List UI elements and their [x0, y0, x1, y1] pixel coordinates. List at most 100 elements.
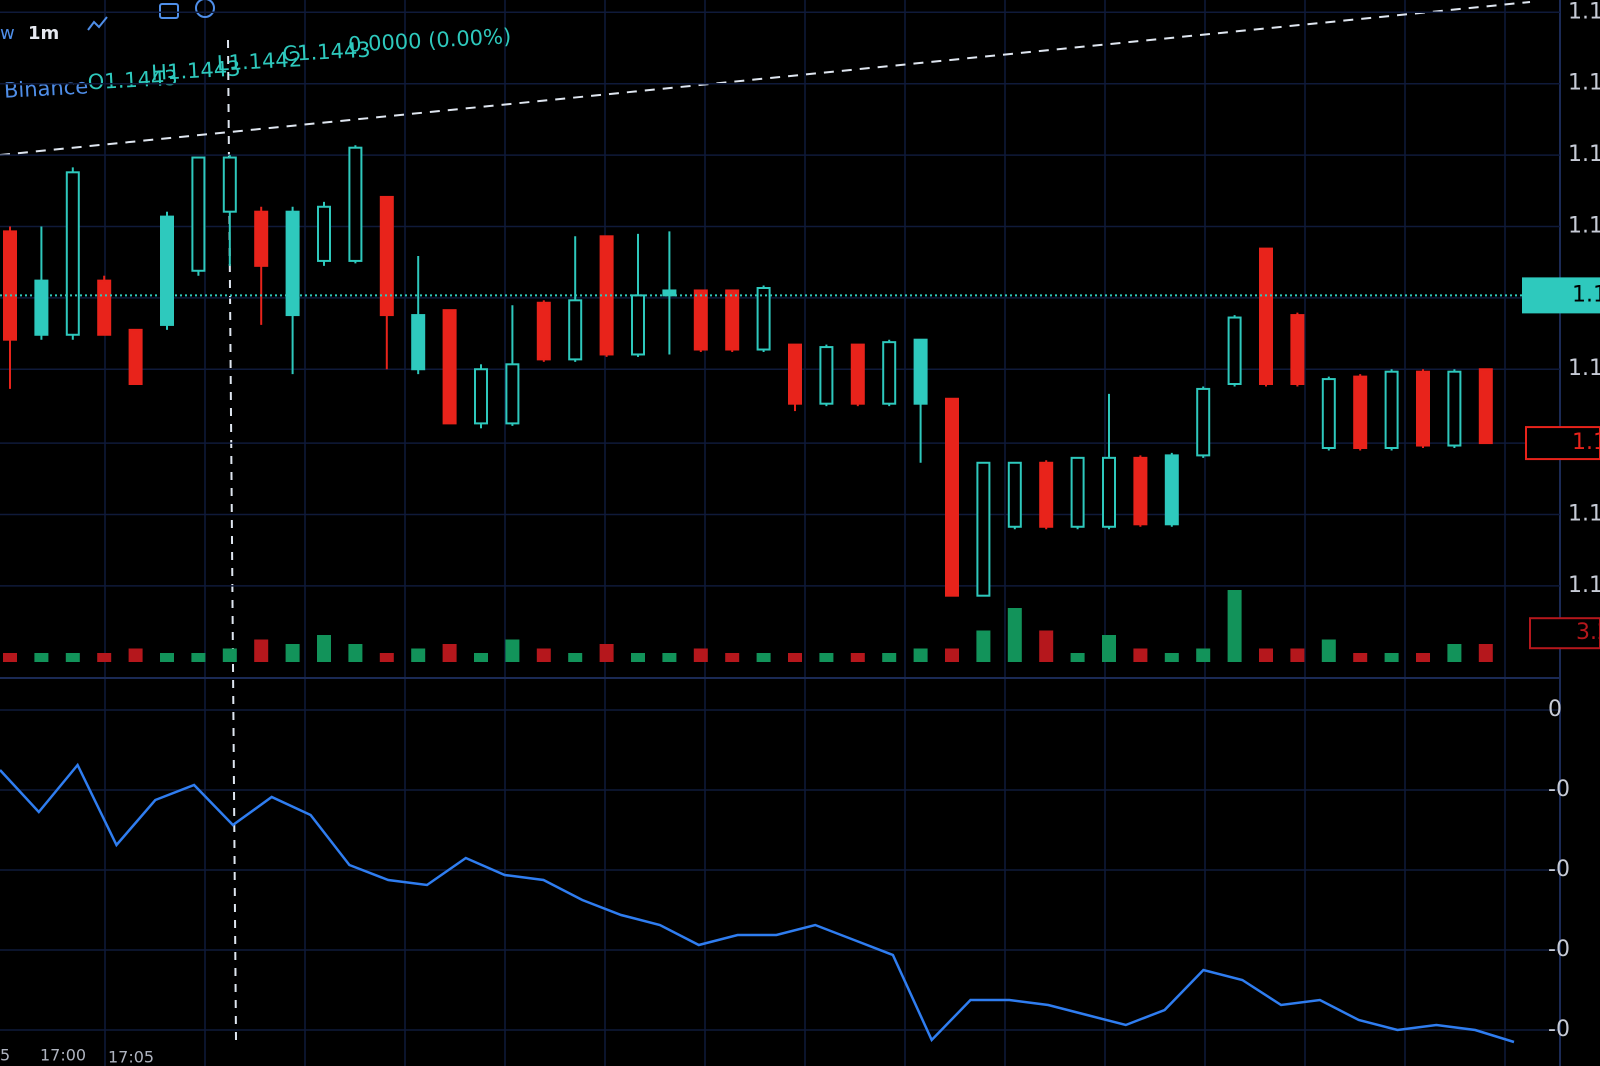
time-axis: 5 17:00 17:05	[0, 1046, 154, 1066]
volume-bar	[191, 653, 206, 662]
candle-body	[191, 156, 206, 272]
volume-bar	[3, 653, 17, 662]
candle-body	[34, 279, 49, 336]
legend-low: L1.1442	[216, 47, 302, 75]
volume-bar	[128, 648, 143, 662]
price-label: 1.1	[1568, 501, 1600, 526]
volume-bar	[536, 648, 551, 662]
volume-bar	[34, 653, 49, 662]
volume-bar	[317, 635, 331, 662]
candle-body	[97, 279, 112, 336]
volume-bar	[913, 648, 928, 662]
candle-body	[788, 343, 802, 405]
volume-bar	[693, 648, 708, 662]
volume-bar	[1353, 653, 1368, 662]
volume-bar	[725, 653, 740, 662]
indicator-label: -0	[1548, 1017, 1570, 1042]
volume-bar	[411, 648, 426, 662]
candle-body	[474, 368, 488, 425]
toolbar: w 1m	[0, 0, 215, 44]
last-price-label: 1.1	[1572, 282, 1600, 307]
candle-body	[317, 205, 331, 262]
price-label: 1.1	[1568, 0, 1600, 24]
volume-bar	[348, 644, 363, 662]
candle-body	[1259, 247, 1273, 385]
time-label: 17:05	[108, 1048, 154, 1066]
candle-body	[348, 146, 363, 262]
volume-bar	[599, 644, 614, 662]
last-price-tag	[1522, 277, 1600, 314]
candle-body	[850, 343, 865, 405]
volume-bar	[662, 653, 677, 662]
candle-body	[1196, 387, 1211, 457]
time-label: 5	[0, 1046, 10, 1065]
indicator-label: -0	[1548, 777, 1570, 802]
bid-price-label: 1.1	[1572, 430, 1600, 455]
volume-bar	[1039, 630, 1054, 662]
volume-bar	[1164, 653, 1179, 662]
toolbar-text: w	[0, 23, 15, 44]
volume-bar	[945, 648, 959, 662]
volume-bar	[568, 653, 583, 662]
volume-bar	[222, 648, 237, 662]
volume-bar	[474, 653, 488, 662]
volume-bar	[756, 653, 771, 662]
candle-body	[65, 171, 80, 336]
candle-body	[285, 210, 300, 317]
indicator-label: 0	[1548, 697, 1562, 722]
legend-open: O1.1443	[87, 66, 178, 95]
volume-bar	[160, 653, 174, 662]
legend-change: 0.0000 (0.00%)	[347, 24, 511, 57]
candle-body	[631, 294, 645, 356]
add-icon[interactable]	[195, 0, 215, 18]
candle-body	[1227, 316, 1242, 385]
volume-bar	[631, 653, 645, 662]
legend-exchange: Binance	[3, 74, 88, 102]
volume-bar	[850, 653, 865, 662]
candle-body	[1478, 368, 1493, 445]
volume-bar	[442, 644, 457, 662]
candle-body	[1416, 370, 1430, 447]
price-label: 1.1	[1568, 356, 1600, 381]
vertical-grid	[104, 0, 1506, 1066]
volume-bar	[1384, 653, 1399, 662]
volume-bar	[379, 653, 394, 662]
legend-high: H1.1443	[151, 56, 241, 85]
candle-body	[976, 461, 991, 597]
volume-tag-label: 3.2	[1576, 620, 1600, 645]
volume-bar	[1133, 648, 1148, 662]
volume-tag	[1529, 617, 1600, 650]
legend-close: C1.1443	[282, 38, 371, 67]
candle-body	[505, 363, 520, 425]
candle-body	[756, 287, 771, 351]
candle-body	[945, 397, 959, 597]
candle-body	[379, 195, 394, 317]
indicator-label: -0	[1548, 937, 1570, 962]
volume-bar	[254, 639, 269, 662]
volume-bar	[1070, 653, 1085, 662]
volume-bar	[1416, 653, 1430, 662]
candle-body	[1353, 375, 1368, 449]
volume-bar	[1321, 639, 1336, 662]
candle-body	[1070, 456, 1085, 528]
camera-icon[interactable]	[159, 3, 179, 19]
volume-bar	[788, 653, 802, 662]
volume-bar	[1007, 608, 1022, 662]
price-label: 1.1	[1568, 142, 1600, 167]
candle-body	[1164, 454, 1179, 526]
price-label: 1.1	[1568, 573, 1600, 598]
volume-bar	[1259, 648, 1273, 662]
volume-bar	[1227, 590, 1242, 662]
volume-bar	[976, 630, 991, 662]
time-label: 17:00	[40, 1046, 86, 1065]
indicator-icon[interactable]	[87, 16, 108, 31]
candle-body	[662, 289, 677, 297]
candle-body	[222, 156, 237, 213]
volume-bar	[1196, 648, 1211, 662]
candle-body	[1102, 456, 1116, 528]
interval-button[interactable]: 1m	[28, 23, 59, 44]
drawn-line	[0, 1, 1531, 156]
candle-body	[1290, 314, 1305, 386]
